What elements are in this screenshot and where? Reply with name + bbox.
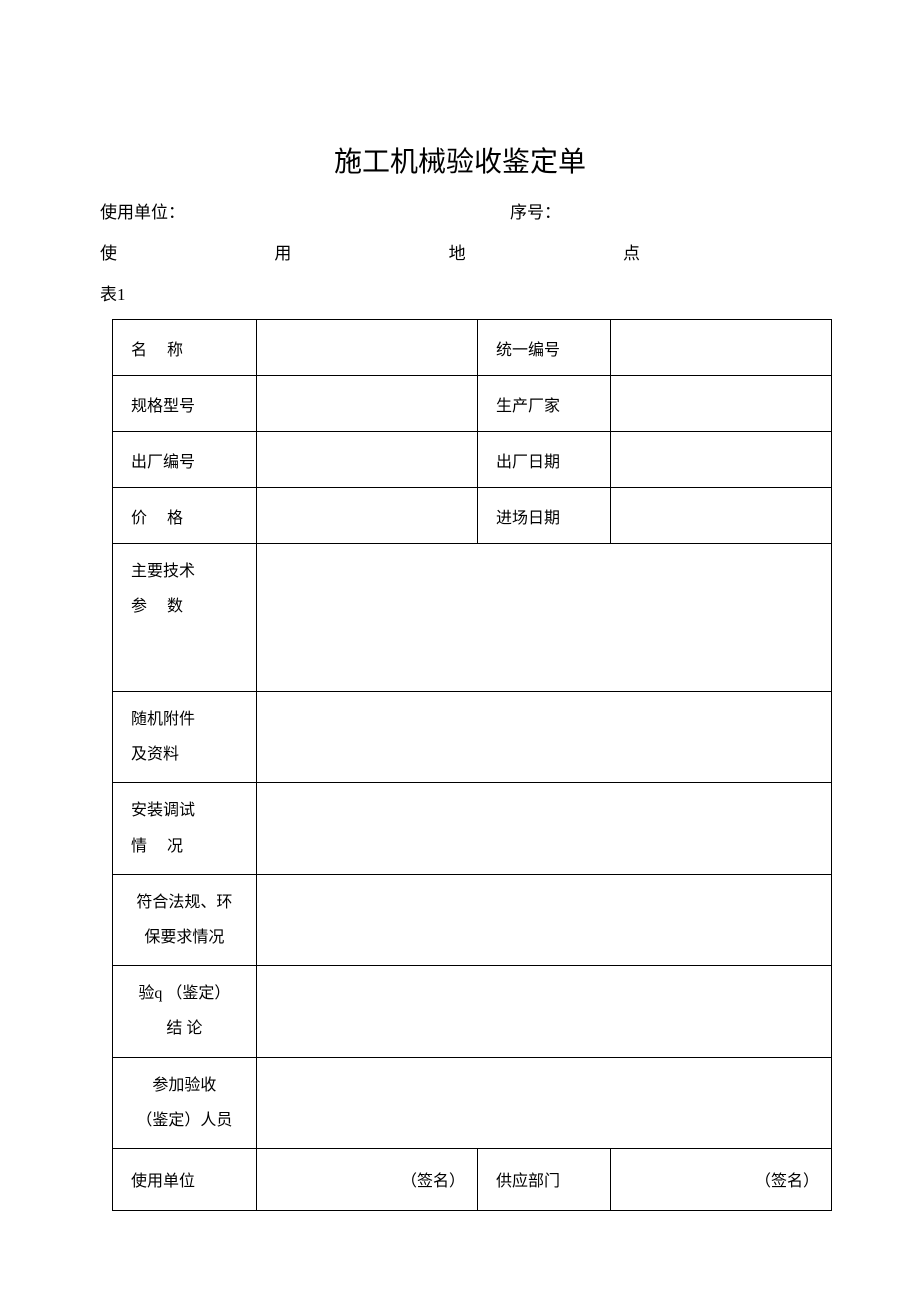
location-c3: 地 — [449, 239, 466, 264]
cell-attachment-value — [256, 692, 831, 783]
table-row: 安装调试 情 况 — [113, 783, 832, 874]
cell-tech-param-label: 主要技术 参 数 — [113, 544, 257, 692]
cell-enter-date-value — [610, 488, 831, 544]
cell-conclusion-value — [256, 966, 831, 1057]
cell-uniform-no-label: 统一编号 — [478, 320, 611, 376]
table-row: 使用单位 （签名） 供应部门 （签名） — [113, 1148, 832, 1210]
cell-factory-no-label: 出厂编号 — [113, 432, 257, 488]
cell-attachment-label: 随机附件 及资料 — [113, 692, 257, 783]
table-row: 名 称 统一编号 — [113, 320, 832, 376]
cell-participants-value — [256, 1057, 831, 1148]
location-c2: 用 — [274, 239, 291, 264]
cell-compliance-label: 符合法规、环 保要求情况 — [113, 874, 257, 965]
table-row: 规格型号 生产厂家 — [113, 376, 832, 432]
table-row: 符合法规、环 保要求情况 — [113, 874, 832, 965]
cell-name-value — [256, 320, 477, 376]
cell-name-label: 名 称 — [113, 320, 257, 376]
table-label: 表1 — [100, 280, 820, 305]
cell-install-label: 安装调试 情 况 — [113, 783, 257, 874]
main-table: 名 称 统一编号 规格型号 生产厂家 出厂编号 出厂日期 价 格 进场日期 主要… — [112, 319, 832, 1211]
location-c4: 点 — [623, 239, 640, 264]
cell-tech-param-value — [256, 544, 831, 692]
cell-spec-value — [256, 376, 477, 432]
page-title: 施工机械验收鉴定单 — [100, 140, 820, 180]
cell-manufacturer-label: 生产厂家 — [478, 376, 611, 432]
cell-factory-date-value — [610, 432, 831, 488]
cell-manufacturer-value — [610, 376, 831, 432]
table-row: 价 格 进场日期 — [113, 488, 832, 544]
cell-spec-label: 规格型号 — [113, 376, 257, 432]
cell-use-unit-sign: （签名） — [256, 1148, 477, 1210]
cell-enter-date-label: 进场日期 — [478, 488, 611, 544]
unit-label: 使用单位： — [100, 198, 410, 223]
seq-label: 序号： — [410, 198, 820, 223]
cell-compliance-value — [256, 874, 831, 965]
cell-price-label: 价 格 — [113, 488, 257, 544]
table-row: 主要技术 参 数 — [113, 544, 832, 692]
location-c1: 使 — [100, 239, 117, 264]
cell-supply-dept-label: 供应部门 — [478, 1148, 611, 1210]
table-row: 随机附件 及资料 — [113, 692, 832, 783]
cell-install-value — [256, 783, 831, 874]
header-row: 使用单位： 序号： — [100, 198, 820, 223]
location-row: 使 用 地 点 — [100, 239, 820, 264]
cell-participants-label: 参加验收 （鉴定）人员 — [113, 1057, 257, 1148]
cell-factory-date-label: 出厂日期 — [478, 432, 611, 488]
table-row: 出厂编号 出厂日期 — [113, 432, 832, 488]
cell-uniform-no-value — [610, 320, 831, 376]
table-row: 参加验收 （鉴定）人员 — [113, 1057, 832, 1148]
table-row: 验q （鉴定） 结 论 — [113, 966, 832, 1057]
cell-use-unit-label: 使用单位 — [113, 1148, 257, 1210]
cell-factory-no-value — [256, 432, 477, 488]
cell-conclusion-label: 验q （鉴定） 结 论 — [113, 966, 257, 1057]
cell-supply-dept-sign: （签名） — [610, 1148, 831, 1210]
cell-price-value — [256, 488, 477, 544]
